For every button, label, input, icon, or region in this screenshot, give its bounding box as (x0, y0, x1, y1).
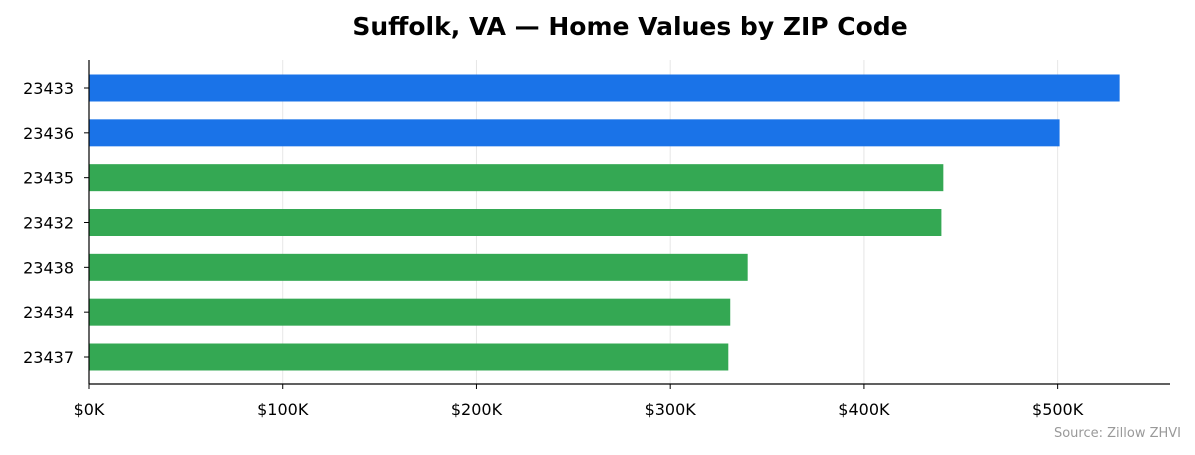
bar-23435 (89, 164, 944, 192)
x-tick-label-0: $0K (74, 400, 105, 419)
x-axis-ticks: $0K $100K $200K $300K $400K $500K (74, 384, 1084, 419)
x-tick-label-5: $500K (1032, 400, 1084, 419)
y-tick-label-23438: 23438 (23, 258, 74, 277)
y-tick-label-23433: 23433 (23, 79, 74, 98)
bar-23433 (89, 74, 1120, 102)
bar-23436 (89, 119, 1060, 147)
bar-23434 (89, 298, 731, 326)
y-tick-label-23435: 23435 (23, 169, 74, 188)
x-tick-label-1: $100K (257, 400, 309, 419)
y-tick-label-23437: 23437 (23, 348, 74, 367)
y-tick-label-23436: 23436 (23, 124, 74, 143)
x-tick-label-3: $300K (645, 400, 697, 419)
y-axis-ticks: 23433 23436 23435 23432 23438 23434 23437 (23, 79, 89, 367)
x-tick-label-2: $200K (451, 400, 503, 419)
bars (89, 74, 1120, 371)
chart-title: Suffolk, VA — Home Values by ZIP Code (352, 12, 907, 41)
y-tick-label-23434: 23434 (23, 303, 74, 322)
x-tick-label-4: $400K (838, 400, 890, 419)
source-note: Source: Zillow ZHVI (1054, 426, 1181, 441)
y-tick-label-23432: 23432 (23, 214, 74, 233)
bar-23432 (89, 209, 942, 236)
bar-23438 (89, 253, 748, 281)
bar-23437 (89, 343, 729, 371)
